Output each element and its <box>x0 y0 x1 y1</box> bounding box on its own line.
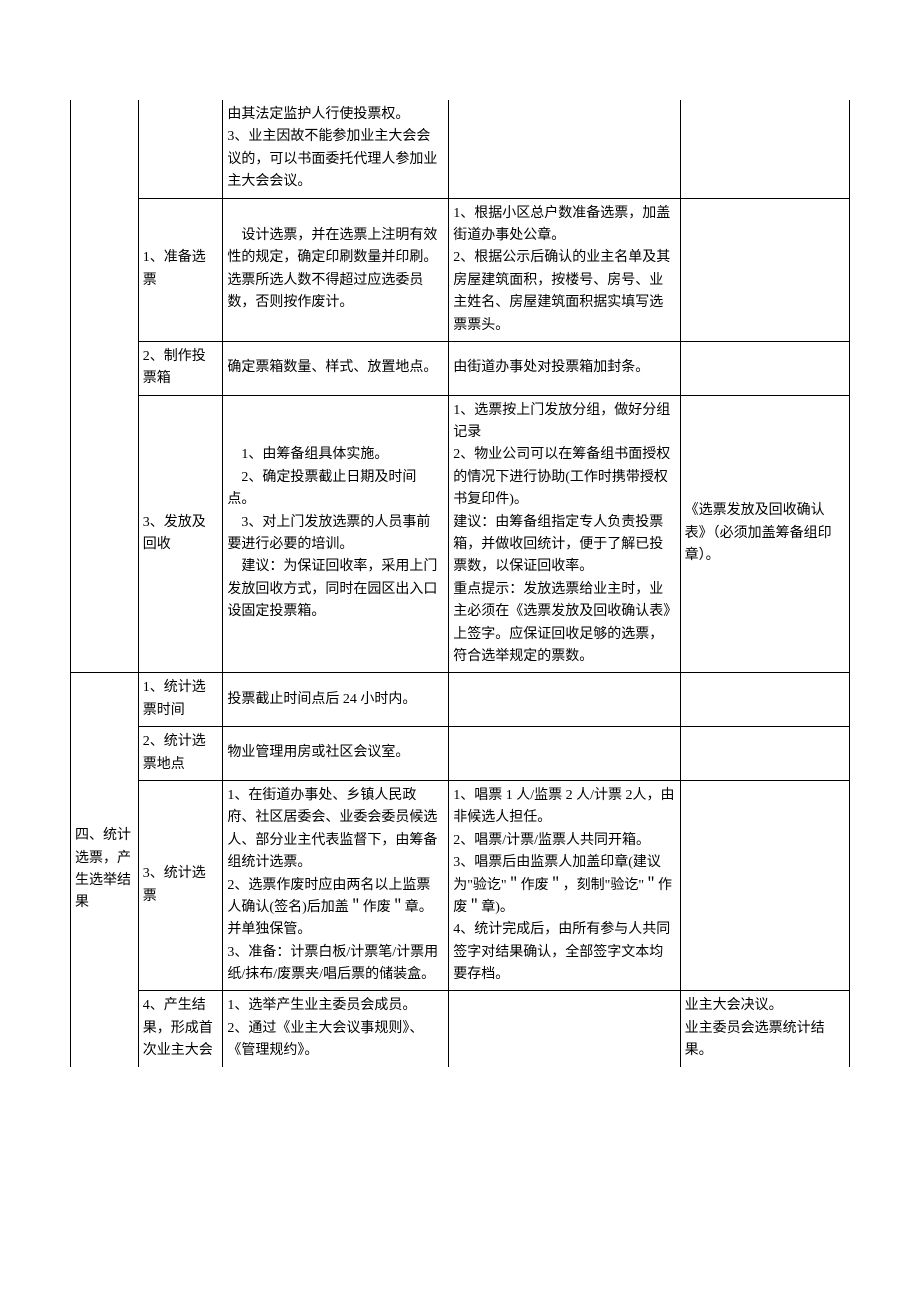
procedure-table: 由其法定监护人行使投票权。 3、业主因故不能参加业主大会会议的，可以书面委托代理… <box>70 100 850 1067</box>
note-cell: 《选票发放及回收确认表》（必须加盖筹备组印章）。 <box>680 395 849 673</box>
step-cell: 3、发放及回收 <box>138 395 223 673</box>
step-cell: 2、制作投票箱 <box>138 341 223 395</box>
note-cell <box>680 341 849 395</box>
text-line: 建议：为保证回收率，采用上门发放回收方式，同时在园区出入口设固定投票箱。 <box>227 559 437 619</box>
detail-cell <box>449 100 680 198</box>
table-row: 4、产生结果，形成首次业主大会 1、选举产生业主委员会成员。 2、通过《业主大会… <box>71 991 850 1067</box>
text-line: 1、由筹备组具体实施。 <box>227 447 388 462</box>
content-cell: 1、由筹备组具体实施。 2、确定投票截止日期及时间点。 3、对上门发放选票的人员… <box>223 395 449 673</box>
step-cell: 3、统计选票 <box>138 780 223 991</box>
content-cell: 1、在街道办事处、乡镇人民政府、社区居委会、业委会委员候选人、部分业主代表监督下… <box>223 780 449 991</box>
table-row: 2、统计选票地点 物业管理用房或社区会议室。 <box>71 727 850 781</box>
detail-cell <box>449 673 680 727</box>
detail-cell: 由街道办事处对投票箱加封条。 <box>449 341 680 395</box>
table-row: 2、制作投票箱 确定票箱数量、样式、放置地点。 由街道办事处对投票箱加封条。 <box>71 341 850 395</box>
table-row: 3、统计选票 1、在街道办事处、乡镇人民政府、社区居委会、业委会委员候选人、部分… <box>71 780 850 991</box>
note-cell <box>680 100 849 198</box>
content-cell: 设计选票，并在选票上注明有效性的规定，确定印刷数量并印刷。 选票所选人数不得超过… <box>223 198 449 341</box>
note-cell <box>680 198 849 341</box>
content-cell: 物业管理用房或社区会议室。 <box>223 727 449 781</box>
detail-cell: 1、唱票 1 人/监票 2 人/计票 2人，由非候选人担任。 2、唱票/计票/监… <box>449 780 680 991</box>
table-row: 3、发放及回收 1、由筹备组具体实施。 2、确定投票截止日期及时间点。 3、对上… <box>71 395 850 673</box>
note-cell: 业主大会决议。 业主委员会选票统计结果。 <box>680 991 849 1067</box>
detail-cell: 1、根据小区总户数准备选票，加盖街道办事处公章。 2、根据公示后确认的业主名单及… <box>449 198 680 341</box>
step-cell <box>138 100 223 198</box>
detail-cell <box>449 991 680 1067</box>
text-line: 2、确定投票截止日期及时间点。 <box>227 470 416 507</box>
content-cell: 1、选举产生业主委员会成员。 2、通过《业主大会议事规则》、《管理规约》。 <box>223 991 449 1067</box>
detail-cell <box>449 727 680 781</box>
content-cell: 确定票箱数量、样式、放置地点。 <box>223 341 449 395</box>
section-cell: 四、统计选票，产生选举结果 <box>71 673 139 1067</box>
step-cell: 2、统计选票地点 <box>138 727 223 781</box>
content-cell: 投票截止时间点后 24 小时内。 <box>223 673 449 727</box>
step-cell: 1、统计选票时间 <box>138 673 223 727</box>
text-line: 设计选票，并在选票上注明有效性的规定，确定印刷数量并印刷。 <box>227 228 437 265</box>
step-cell: 1、准备选票 <box>138 198 223 341</box>
note-cell <box>680 673 849 727</box>
step-cell: 4、产生结果，形成首次业主大会 <box>138 991 223 1067</box>
detail-cell: 1、选票按上门发放分组，做好分组记录 2、物业公司可以在筹备组书面授权的情况下进… <box>449 395 680 673</box>
note-cell <box>680 780 849 991</box>
section-cell <box>71 100 139 673</box>
table-row: 由其法定监护人行使投票权。 3、业主因故不能参加业主大会会议的，可以书面委托代理… <box>71 100 850 198</box>
text-line: 选票所选人数不得超过应选委员数，否则按作废计。 <box>227 273 423 310</box>
text-line: 3、对上门发放选票的人员事前要进行必要的培训。 <box>227 515 430 552</box>
content-cell: 由其法定监护人行使投票权。 3、业主因故不能参加业主大会会议的，可以书面委托代理… <box>223 100 449 198</box>
table-row: 1、准备选票 设计选票，并在选票上注明有效性的规定，确定印刷数量并印刷。 选票所… <box>71 198 850 341</box>
table-row: 四、统计选票，产生选举结果 1、统计选票时间 投票截止时间点后 24 小时内。 <box>71 673 850 727</box>
note-cell <box>680 727 849 781</box>
